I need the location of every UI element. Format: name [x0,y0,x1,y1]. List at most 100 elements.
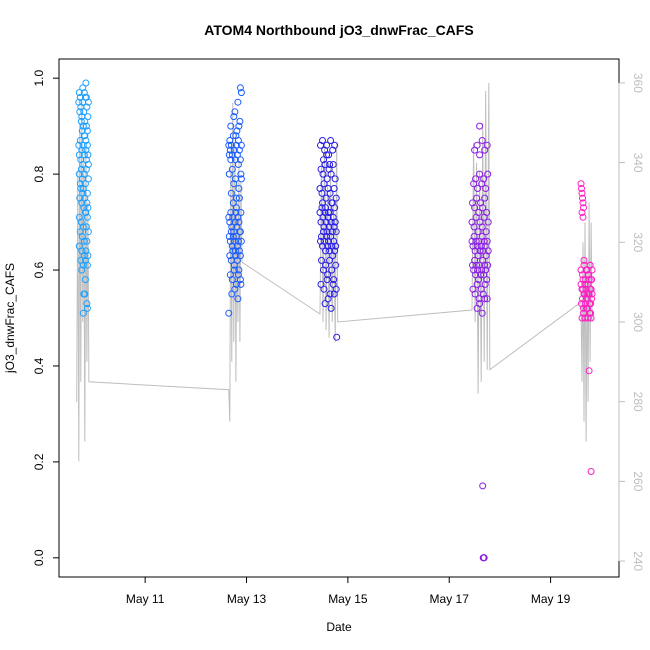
data-point [479,482,487,490]
data-point [82,93,90,101]
data-point [481,261,489,269]
data-point [579,194,586,202]
data-point [232,204,240,212]
data-point [578,209,586,216]
data-point [332,194,340,202]
data-point [579,199,587,207]
data-point [80,252,88,260]
data-point [483,141,491,149]
data-point [229,132,237,140]
data-point [237,170,245,178]
series-2 [316,137,341,341]
data-point [326,189,334,197]
data-point [234,98,242,106]
data-point [227,156,235,164]
data-point [235,247,243,255]
data-point [237,209,245,216]
data-point [332,242,340,250]
x-tick-label-4: May 19 [531,592,571,606]
data-point [322,194,330,202]
data-point [479,204,487,212]
data-point [588,266,596,274]
y2-tick-label-3: 300 [631,312,645,332]
data-point [484,261,492,269]
data-point [474,252,482,260]
data-point [319,137,326,144]
x-axis-label: Date [326,620,352,634]
data-point [484,218,492,226]
data-point [82,247,90,255]
data-point [585,290,593,298]
data-point [324,271,332,279]
data-point [81,132,89,140]
y-axis: 0.0 0.2 0.4 0.6 0.8 1.0 [32,70,59,566]
series-1 [225,84,245,317]
data-point [330,290,338,298]
data-point [473,141,481,149]
y-tick-label-2: 0.4 [32,357,46,374]
data-point [230,113,238,121]
data-point [81,290,89,298]
data-point [231,108,239,116]
data-point [481,295,489,303]
data-point [84,228,92,236]
data-point [229,247,237,255]
data-point [331,247,339,255]
data-point [471,290,479,298]
data-point [332,261,340,269]
data-point [483,276,491,284]
data-point [236,276,244,284]
data-point [579,213,587,221]
data-point [483,209,491,216]
x-tick-label-1: May 13 [227,592,267,606]
data-point [484,247,492,255]
y-tick-label-5: 1.0 [32,70,46,87]
data-point [480,237,488,245]
y2-tick-label-5: 340 [631,153,645,173]
data-point [323,151,331,159]
data-point [83,103,91,111]
data-point [481,280,489,288]
data-point [235,218,243,226]
data-point [478,309,486,317]
data-point [324,295,332,303]
data-point [230,261,238,269]
series-3 [468,122,492,562]
data-point [473,280,481,288]
data-point [230,266,238,274]
data-point [472,237,480,245]
data-point [82,122,90,130]
y2-tick-label-2: 280 [631,392,645,412]
data-point [325,209,333,216]
data-point [476,122,484,130]
data-point [83,237,91,245]
data-point [237,141,245,149]
data-point [477,271,485,279]
y-tick-label-1: 0.2 [32,453,46,470]
data-point [235,185,243,192]
data-point [234,237,242,245]
data-point [82,165,90,173]
data-point [318,189,326,197]
data-point [81,276,89,284]
x-tick-label-3: May 17 [430,592,470,606]
data-point [237,89,245,97]
data-point [481,194,489,202]
data-point [329,252,337,260]
data-point [482,185,490,192]
data-point [232,252,240,260]
x-axis: May 11 May 13 May 15 May 17 May 19 [126,577,571,606]
data-point [580,256,588,264]
data-point [323,141,331,149]
data-point [83,304,91,312]
data-point [83,199,91,207]
data-point [235,122,243,130]
y-tick-label-4: 0.8 [32,165,46,182]
data-point [230,180,238,188]
data-point [328,266,336,274]
y-tick-label-3: 0.6 [32,261,46,278]
data-point [232,132,240,140]
data-point [330,185,338,192]
data-point [232,194,240,202]
data-point [474,185,482,192]
